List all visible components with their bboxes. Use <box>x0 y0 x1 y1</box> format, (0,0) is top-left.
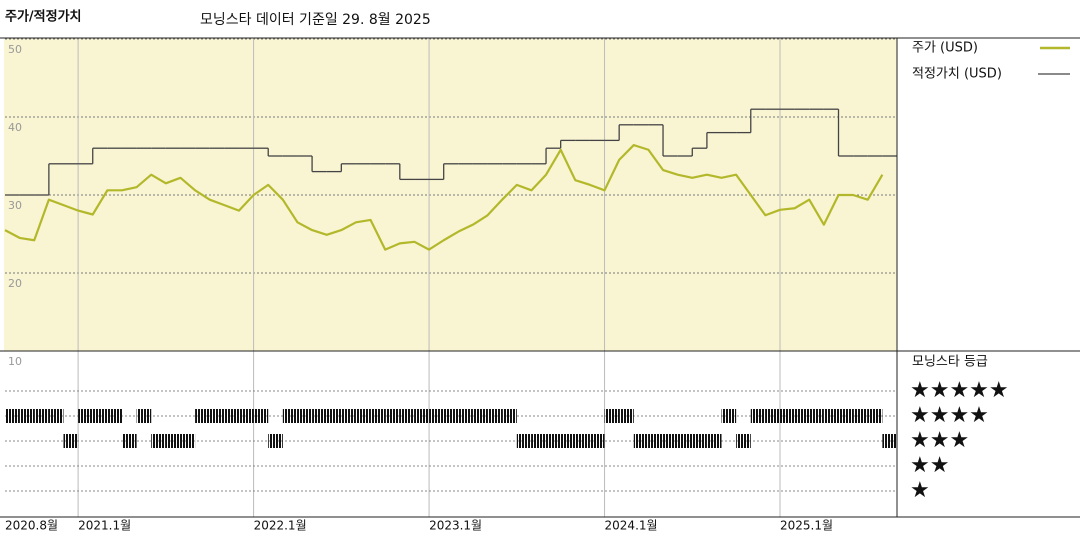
rating-bar <box>121 434 137 448</box>
rating-bar <box>867 409 883 423</box>
rating-bar <box>48 409 64 423</box>
y-tick-label: 20 <box>8 277 22 290</box>
rating-bar <box>721 409 737 423</box>
rating-bar <box>531 434 547 448</box>
y-tick-label: 30 <box>8 199 22 212</box>
rating-bar <box>429 409 444 423</box>
rating-bar <box>385 409 400 423</box>
rating-bar <box>589 434 605 448</box>
rating-bar <box>355 409 371 423</box>
rating-bar <box>736 434 751 448</box>
rating-bar <box>780 409 795 423</box>
rating-bar <box>882 434 897 448</box>
rating-bar <box>209 409 225 423</box>
rating-bar <box>268 434 283 448</box>
chart-subtitle: 모닝스타 데이터 기준일 29. 8월 2025 <box>200 12 431 28</box>
price-line <box>4 143 884 251</box>
rating-bar <box>5 409 20 423</box>
rating-bar <box>472 409 488 423</box>
rating-bar <box>195 409 210 423</box>
rating-tick-label: ★★★ <box>910 428 969 453</box>
rating-tick-label: ★ <box>910 478 930 503</box>
rating-bar <box>750 409 766 423</box>
rating-bar <box>282 409 298 423</box>
y-tick-label: 40 <box>8 121 22 134</box>
legend-label: 주가 (USD) <box>912 41 978 56</box>
rating-bar <box>546 434 561 448</box>
chart-title: 주가/적정가치 <box>5 9 82 25</box>
rating-bar <box>560 434 576 448</box>
rating-bar <box>648 434 664 448</box>
rating-bar <box>604 409 620 423</box>
x-tick-label: 2025.1월 <box>780 519 833 533</box>
rating-bar <box>809 409 824 423</box>
rating-bar <box>633 434 649 448</box>
rating-bar <box>78 409 93 423</box>
rating-bar <box>107 409 122 423</box>
rating-bar <box>677 434 693 448</box>
rating-tick-label: ★★ <box>910 453 949 478</box>
rating-bar <box>341 409 356 423</box>
rating-bar <box>151 434 166 448</box>
rating-bar <box>794 409 810 423</box>
rating-bar <box>326 409 342 423</box>
rating-bar <box>165 434 181 448</box>
rating-bar <box>297 409 313 423</box>
rating-bar <box>92 409 108 423</box>
rating-bar <box>692 434 707 448</box>
x-tick-label: 2020.8월 <box>5 519 58 533</box>
rating-bar <box>253 409 269 423</box>
rating-bar <box>443 409 459 423</box>
rating-bar <box>853 409 868 423</box>
rating-bar <box>619 409 634 423</box>
legend-label: 적정가치 (USD) <box>912 67 1002 82</box>
rating-bar <box>312 409 327 423</box>
y-tick-label: 50 <box>8 43 22 56</box>
rating-tick-label: ★★★★ <box>910 403 989 428</box>
rating-bar <box>224 409 239 423</box>
rating-bar <box>370 409 386 423</box>
rating-bar <box>663 434 678 448</box>
rating-bar <box>180 434 196 448</box>
rating-bar <box>502 409 517 423</box>
rating-bar <box>63 434 79 448</box>
rating-bar <box>765 409 781 423</box>
rating-bar <box>136 409 152 423</box>
x-tick-label: 2021.1월 <box>78 519 131 533</box>
rating-legend-title: 모닝스타 등급 <box>912 355 988 370</box>
rating-bar <box>706 434 722 448</box>
rating-bar <box>487 409 503 423</box>
x-tick-label: 2023.1월 <box>429 519 482 533</box>
rating-bar <box>414 409 430 423</box>
rating-tick-label: ★★★★★ <box>910 378 1009 403</box>
rating-bar <box>838 409 854 423</box>
x-tick-label: 2024.1월 <box>605 519 658 533</box>
rating-bar <box>458 409 473 423</box>
rating-bar <box>34 409 49 423</box>
rating-bar <box>823 409 839 423</box>
x-tick-label: 2022.1월 <box>254 519 307 533</box>
y-tick-label: 10 <box>8 355 22 368</box>
rating-bar <box>575 434 590 448</box>
rating-bar <box>19 409 35 423</box>
rating-bar <box>399 409 415 423</box>
rating-bar <box>516 434 532 448</box>
rating-bar <box>238 409 254 423</box>
